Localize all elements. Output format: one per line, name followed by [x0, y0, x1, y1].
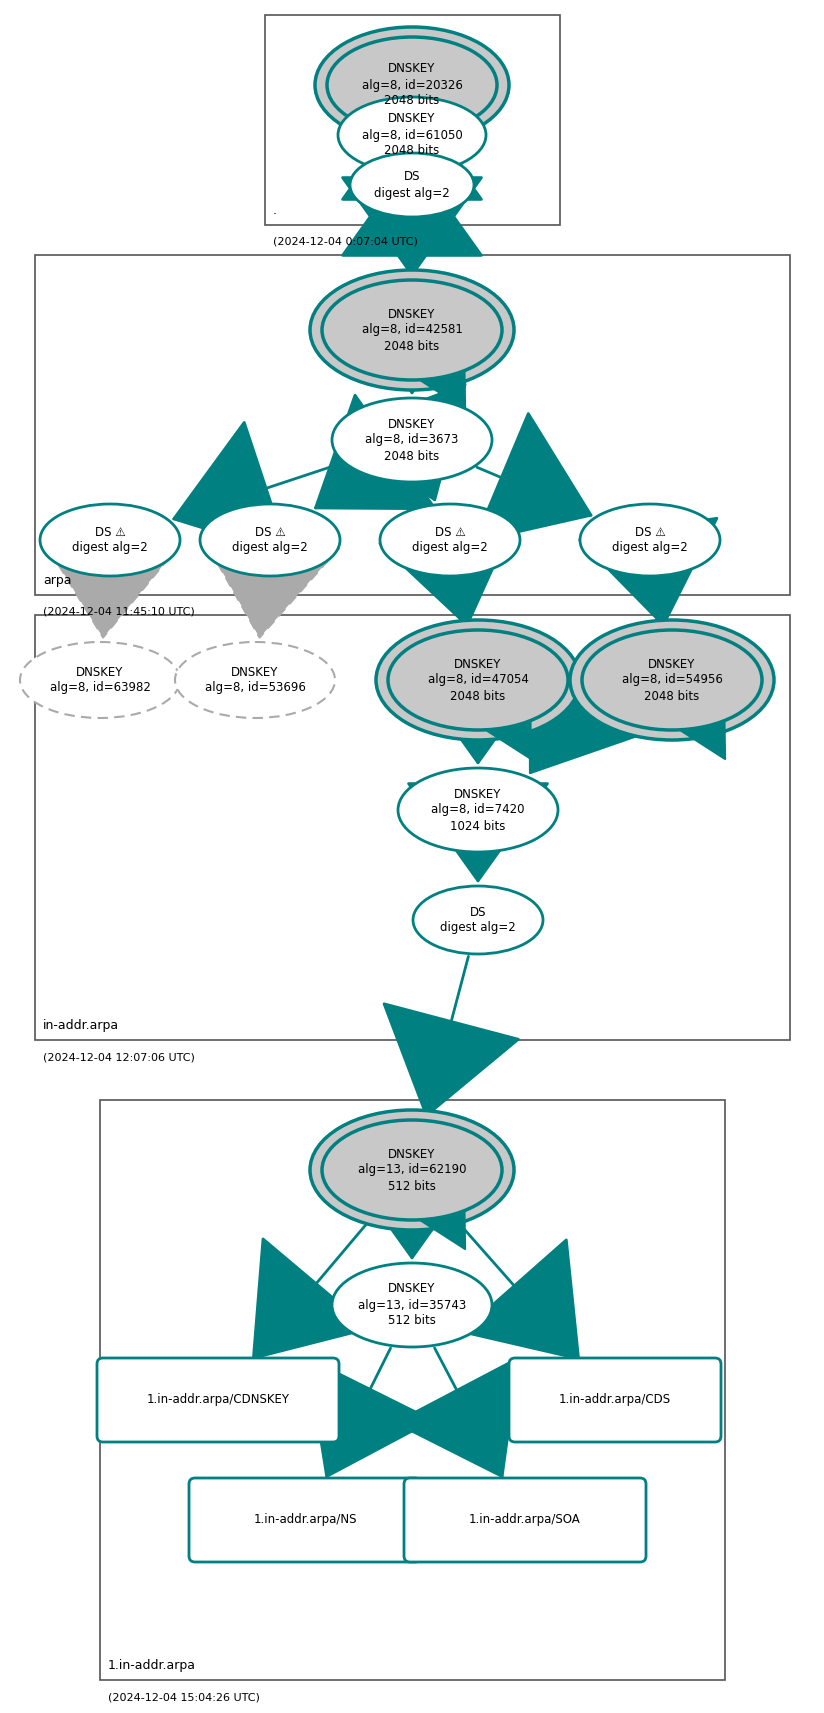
Text: DS ⚠
digest alg=2: DS ⚠ digest alg=2: [232, 526, 308, 555]
Text: DNSKEY
alg=8, id=47054
2048 bits: DNSKEY alg=8, id=47054 2048 bits: [428, 658, 528, 702]
Bar: [35, 615, 790, 1040]
Text: DNSKEY
alg=8, id=3673
2048 bits: DNSKEY alg=8, id=3673 2048 bits: [365, 418, 459, 463]
FancyBboxPatch shape: [404, 1478, 646, 1562]
Text: DNSKEY
alg=13, id=62190
512 bits: DNSKEY alg=13, id=62190 512 bits: [358, 1148, 466, 1192]
Text: (2024-12-04 15:04:26 UTC): (2024-12-04 15:04:26 UTC): [108, 1692, 260, 1703]
Ellipse shape: [338, 98, 486, 173]
Text: DS ⚠
digest alg=2: DS ⚠ digest alg=2: [412, 526, 488, 555]
Text: (2024-12-04 0:07:04 UTC): (2024-12-04 0:07:04 UTC): [273, 236, 418, 247]
Ellipse shape: [20, 642, 180, 718]
FancyBboxPatch shape: [97, 1358, 339, 1442]
Text: DS
digest alg=2: DS digest alg=2: [374, 171, 450, 199]
Text: 1.in-addr.arpa/CDNSKEY: 1.in-addr.arpa/CDNSKEY: [147, 1393, 289, 1406]
Ellipse shape: [200, 504, 340, 576]
Ellipse shape: [332, 1262, 492, 1346]
Ellipse shape: [413, 886, 543, 954]
Ellipse shape: [315, 27, 509, 142]
Ellipse shape: [580, 504, 720, 576]
Ellipse shape: [388, 630, 568, 730]
Text: DNSKEY
alg=8, id=53696: DNSKEY alg=8, id=53696: [204, 665, 306, 694]
Ellipse shape: [310, 1110, 514, 1230]
Text: DNSKEY
alg=8, id=42581
2048 bits: DNSKEY alg=8, id=42581 2048 bits: [362, 308, 462, 353]
Text: DNSKEY
alg=8, id=7420
1024 bits: DNSKEY alg=8, id=7420 1024 bits: [431, 788, 525, 833]
FancyBboxPatch shape: [189, 1478, 421, 1562]
FancyBboxPatch shape: [509, 1358, 721, 1442]
Ellipse shape: [327, 38, 497, 134]
Ellipse shape: [322, 1120, 502, 1220]
Text: DS ⚠
digest alg=2: DS ⚠ digest alg=2: [612, 526, 688, 555]
Text: (2024-12-04 12:07:06 UTC): (2024-12-04 12:07:06 UTC): [43, 1052, 194, 1062]
Text: DS ⚠
digest alg=2: DS ⚠ digest alg=2: [73, 526, 147, 555]
Ellipse shape: [570, 620, 774, 740]
Text: (2024-12-04 11:45:10 UTC): (2024-12-04 11:45:10 UTC): [43, 606, 194, 617]
Text: .: .: [273, 204, 277, 218]
Ellipse shape: [175, 642, 335, 718]
Ellipse shape: [350, 152, 474, 218]
Ellipse shape: [398, 767, 558, 851]
Text: arpa: arpa: [43, 574, 72, 588]
Ellipse shape: [582, 630, 762, 730]
Bar: [265, 15, 560, 224]
Text: 1.in-addr.arpa/SOA: 1.in-addr.arpa/SOA: [469, 1514, 581, 1526]
Text: DNSKEY
alg=8, id=20326
2048 bits: DNSKEY alg=8, id=20326 2048 bits: [362, 62, 462, 108]
Text: DS
digest alg=2: DS digest alg=2: [440, 906, 516, 935]
Text: DNSKEY
alg=8, id=54956
2048 bits: DNSKEY alg=8, id=54956 2048 bits: [621, 658, 723, 702]
Ellipse shape: [380, 504, 520, 576]
Text: 1.in-addr.arpa/CDS: 1.in-addr.arpa/CDS: [559, 1393, 671, 1406]
Bar: [35, 255, 790, 594]
Text: 1.in-addr.arpa/NS: 1.in-addr.arpa/NS: [253, 1514, 357, 1526]
Text: DNSKEY
alg=8, id=63982: DNSKEY alg=8, id=63982: [49, 665, 151, 694]
Ellipse shape: [332, 397, 492, 481]
Text: DNSKEY
alg=8, id=61050
2048 bits: DNSKEY alg=8, id=61050 2048 bits: [362, 113, 462, 158]
Text: DNSKEY
alg=13, id=35743
512 bits: DNSKEY alg=13, id=35743 512 bits: [358, 1283, 466, 1328]
Text: 1.in-addr.arpa: 1.in-addr.arpa: [108, 1658, 196, 1672]
Bar: [100, 1100, 725, 1680]
Ellipse shape: [310, 271, 514, 391]
Text: in-addr.arpa: in-addr.arpa: [43, 1019, 119, 1031]
Ellipse shape: [40, 504, 180, 576]
Ellipse shape: [376, 620, 580, 740]
Ellipse shape: [322, 279, 502, 380]
